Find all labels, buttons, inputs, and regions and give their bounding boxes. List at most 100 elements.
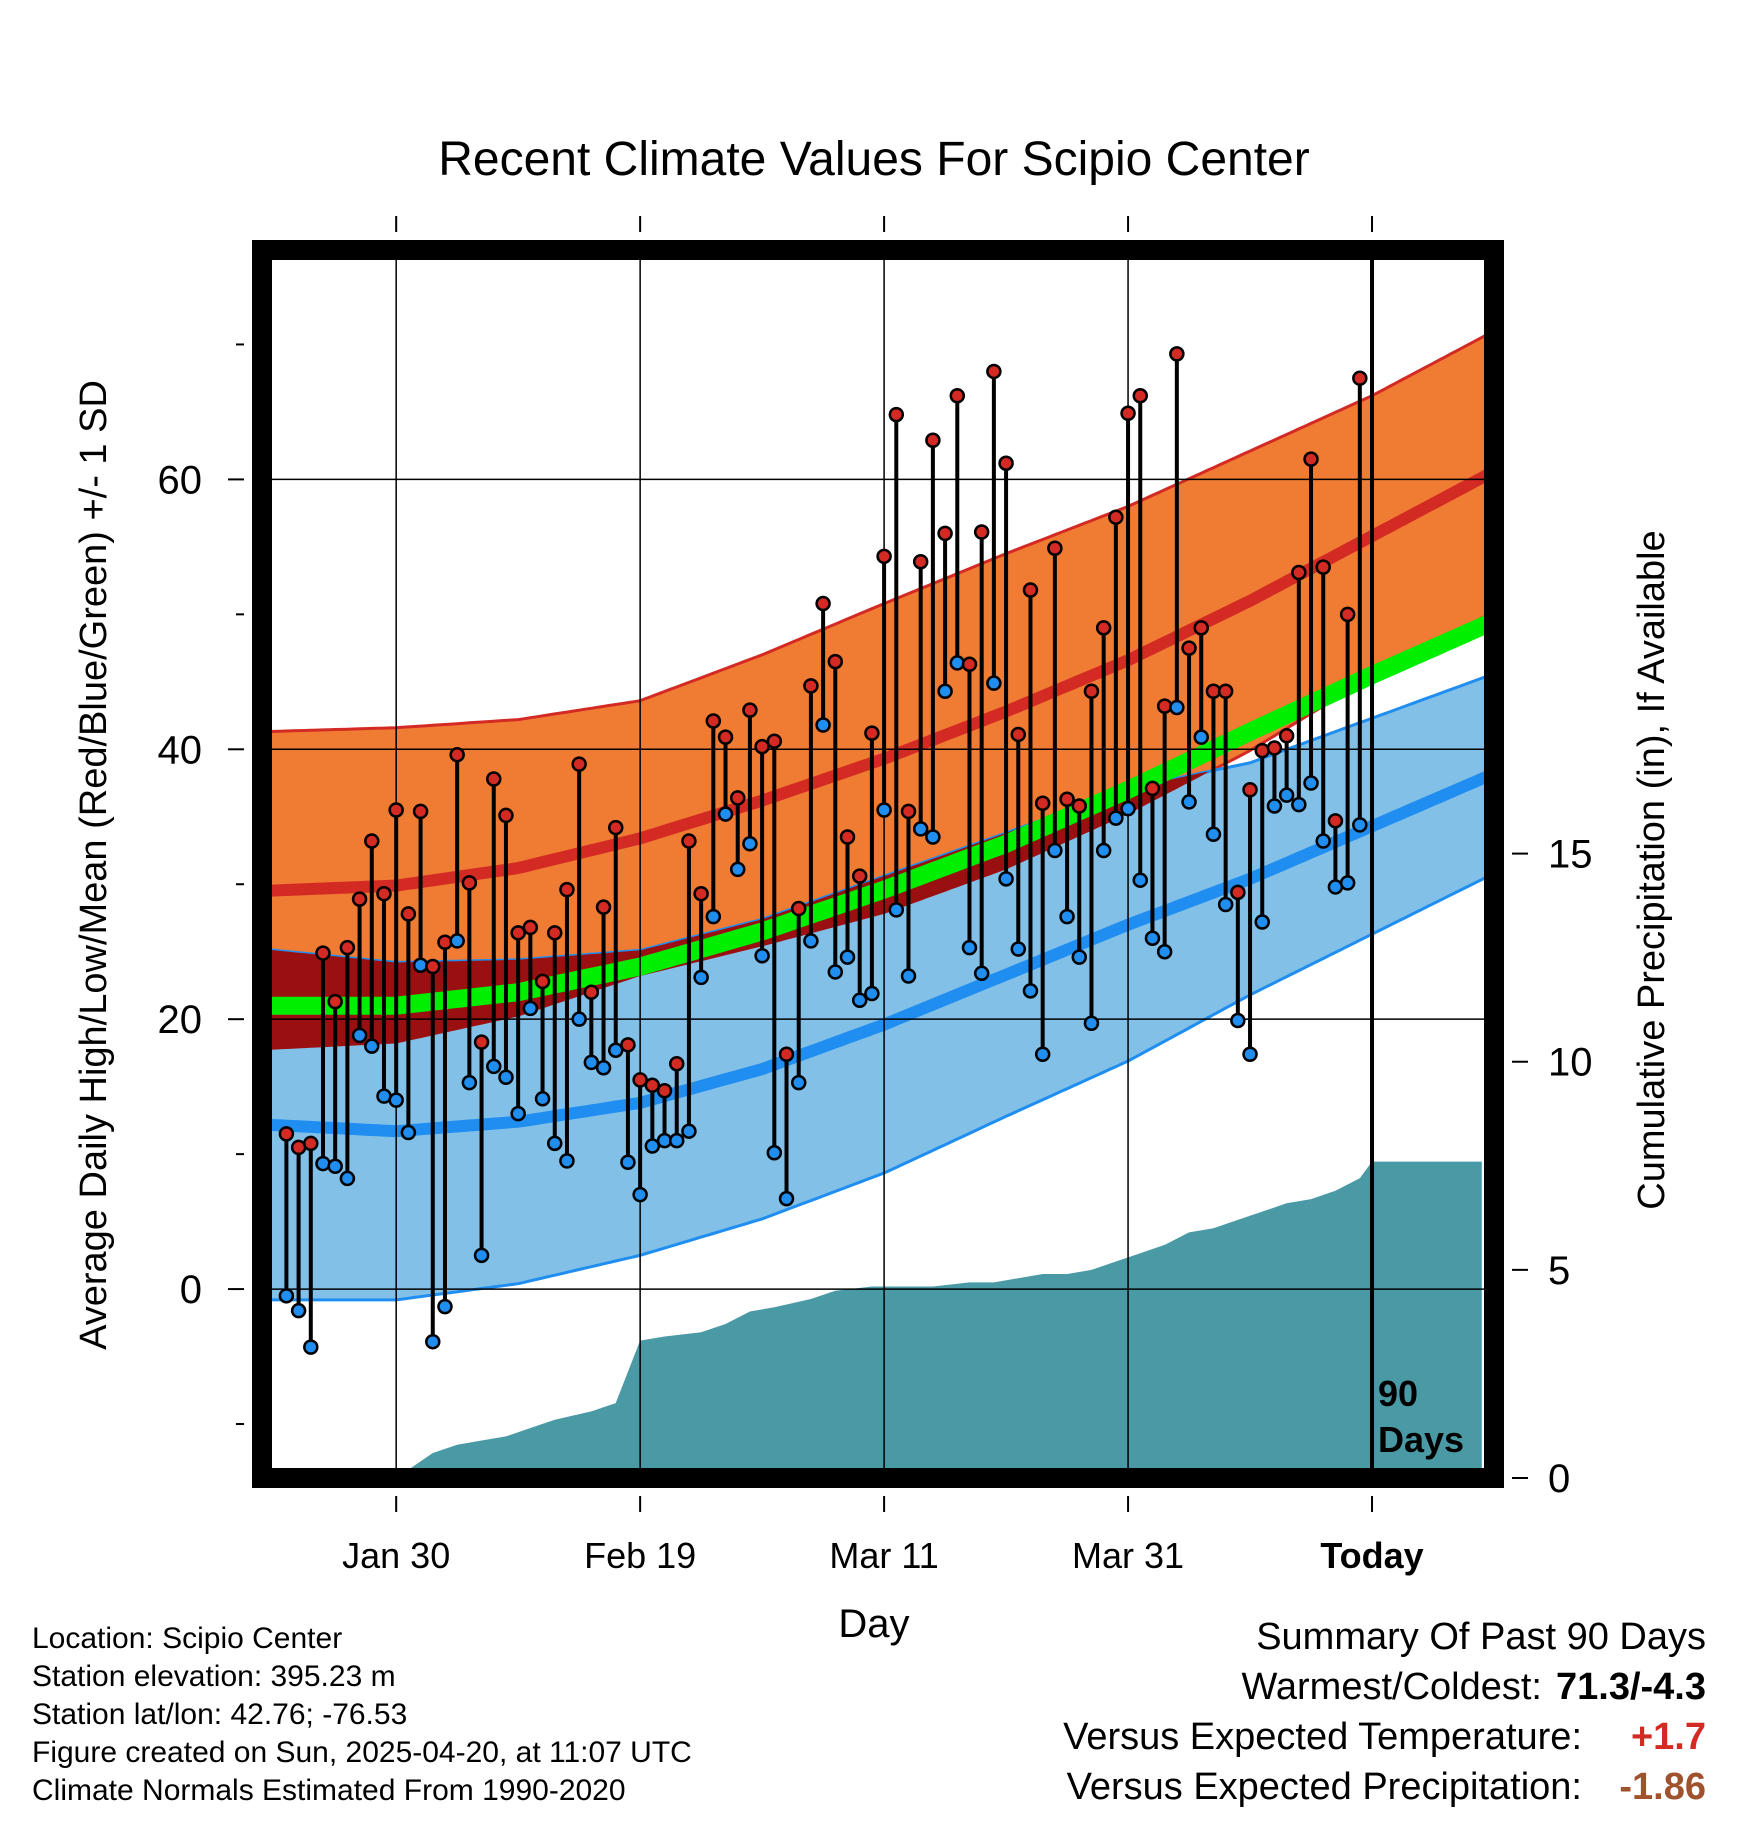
daily-low-point xyxy=(1217,896,1234,913)
daily-high-point xyxy=(1181,640,1197,656)
daily-low-point xyxy=(766,1145,783,1161)
daily-high-point xyxy=(1217,683,1234,700)
daily-low-point xyxy=(705,908,722,925)
daily-low-point xyxy=(1047,842,1063,859)
daily-low-point xyxy=(949,655,966,671)
daily-high-point xyxy=(412,803,429,820)
daily-low-point xyxy=(303,1339,319,1355)
daily-high-point xyxy=(1291,564,1307,581)
daily-high-point xyxy=(425,958,441,975)
daily-low-point xyxy=(571,1011,587,1027)
daily-low-point xyxy=(1156,943,1173,960)
daily-low-point xyxy=(864,985,880,1002)
summary-panel: Summary Of Past 90 Days Warmest/Coldest:… xyxy=(1063,1612,1706,1812)
daily-high-point xyxy=(1303,451,1319,467)
daily-high-point xyxy=(364,833,380,849)
daily-low-point xyxy=(1352,817,1368,833)
daily-low-point xyxy=(1169,699,1185,716)
daily-high-point xyxy=(693,885,709,902)
warmest-coldest-value: 71.3/-4.3 xyxy=(1556,1666,1706,1708)
y2-tick-label: 0 xyxy=(1548,1457,1570,1501)
temp-label: Versus Expected Temperature: xyxy=(1063,1716,1582,1758)
daily-high-point xyxy=(668,1055,685,1072)
daily-high-point xyxy=(388,802,404,818)
daily-low-point xyxy=(449,933,465,949)
summary-warmest-coldest: Warmest/Coldest: 71.3/-4.3 xyxy=(1063,1662,1706,1712)
daily-high-point xyxy=(925,432,941,449)
plot-frame xyxy=(252,240,1504,1488)
daily-low-point xyxy=(839,949,856,965)
daily-high-point xyxy=(778,1046,795,1063)
daily-low-point xyxy=(583,1054,600,1071)
x-tick-label: Today xyxy=(1320,1535,1423,1576)
x-tick-label: Jan 30 xyxy=(342,1535,450,1576)
x-tick-label: Feb 19 xyxy=(584,1535,696,1576)
daily-low-point xyxy=(1083,1015,1100,1031)
daily-high-point xyxy=(912,553,929,570)
daily-low-point xyxy=(790,1074,807,1091)
daily-high-point xyxy=(461,875,478,891)
daily-low-point xyxy=(937,683,953,700)
daily-low-point xyxy=(595,1060,612,1076)
daily-high-point xyxy=(473,1034,490,1050)
daily-high-point xyxy=(595,899,612,915)
low-normal-line xyxy=(262,768,1494,1138)
daily-low-point xyxy=(547,1135,563,1152)
daily-high-point xyxy=(1169,346,1185,362)
daily-high-point xyxy=(827,653,844,670)
daily-low-point xyxy=(1303,775,1319,791)
daily-low-point xyxy=(510,1105,526,1122)
daily-high-point xyxy=(620,1037,636,1053)
daily-low-point xyxy=(1059,908,1075,925)
daily-high-point xyxy=(1156,698,1173,714)
daily-high-point xyxy=(717,729,734,745)
daily-low-point xyxy=(425,1333,441,1350)
daily-high-point xyxy=(522,919,539,936)
station-info: Location: Scipio Center Station elevatio… xyxy=(32,1620,692,1810)
daily-low-point xyxy=(1205,826,1222,843)
daily-low-point xyxy=(1144,930,1161,946)
y2-tick-label: 15 xyxy=(1548,833,1593,877)
y-tick-label: 20 xyxy=(158,998,203,1042)
daily-high-point xyxy=(1059,791,1075,807)
daily-low-point xyxy=(803,933,819,949)
daily-high-point xyxy=(937,525,953,542)
daily-high-point xyxy=(1193,620,1209,636)
precip-value: -1.86 xyxy=(1619,1766,1706,1808)
daily-high-point xyxy=(888,406,905,423)
daily-high-point xyxy=(656,1082,673,1099)
normals-text: Climate Normals Estimated From 1990-2020 xyxy=(32,1774,626,1807)
daily-low-point xyxy=(327,1158,343,1175)
daily-low-point xyxy=(1230,1012,1246,1029)
y2-tick-label: 5 xyxy=(1548,1249,1570,1293)
daily-high-point xyxy=(839,829,856,845)
daily-high-point xyxy=(803,678,819,694)
daily-high-point xyxy=(986,363,1002,380)
daily-low-point xyxy=(754,948,770,964)
daily-low-point xyxy=(1242,1046,1258,1063)
y2-tick-label: 10 xyxy=(1548,1041,1593,1085)
daily-high-point xyxy=(278,1126,295,1142)
daily-high-point xyxy=(876,548,892,565)
x-tick-label: Mar 31 xyxy=(1072,1535,1184,1576)
daily-low-point xyxy=(351,1027,368,1044)
daily-high-point xyxy=(583,984,600,1000)
daily-high-point xyxy=(607,819,624,836)
summary-precip: Versus Expected Precipitation: -1.86 xyxy=(1063,1762,1706,1812)
daily-low-point xyxy=(912,821,929,837)
daily-high-point xyxy=(1071,798,1088,814)
daily-high-point xyxy=(327,993,343,1010)
daily-low-point xyxy=(998,871,1014,887)
daily-high-point xyxy=(1327,813,1344,829)
daily-high-point xyxy=(1230,884,1246,901)
daily-low-point xyxy=(607,1042,624,1058)
daily-low-point xyxy=(1010,941,1027,957)
daily-low-point xyxy=(729,861,746,878)
daily-high-point xyxy=(303,1135,319,1152)
daily-low-point xyxy=(388,1092,404,1108)
daily-low-point xyxy=(644,1138,661,1154)
daily-high-point xyxy=(1278,728,1295,744)
daily-low-point xyxy=(1266,798,1283,814)
daily-high-point xyxy=(1034,795,1051,812)
daily-low-point xyxy=(559,1153,575,1169)
